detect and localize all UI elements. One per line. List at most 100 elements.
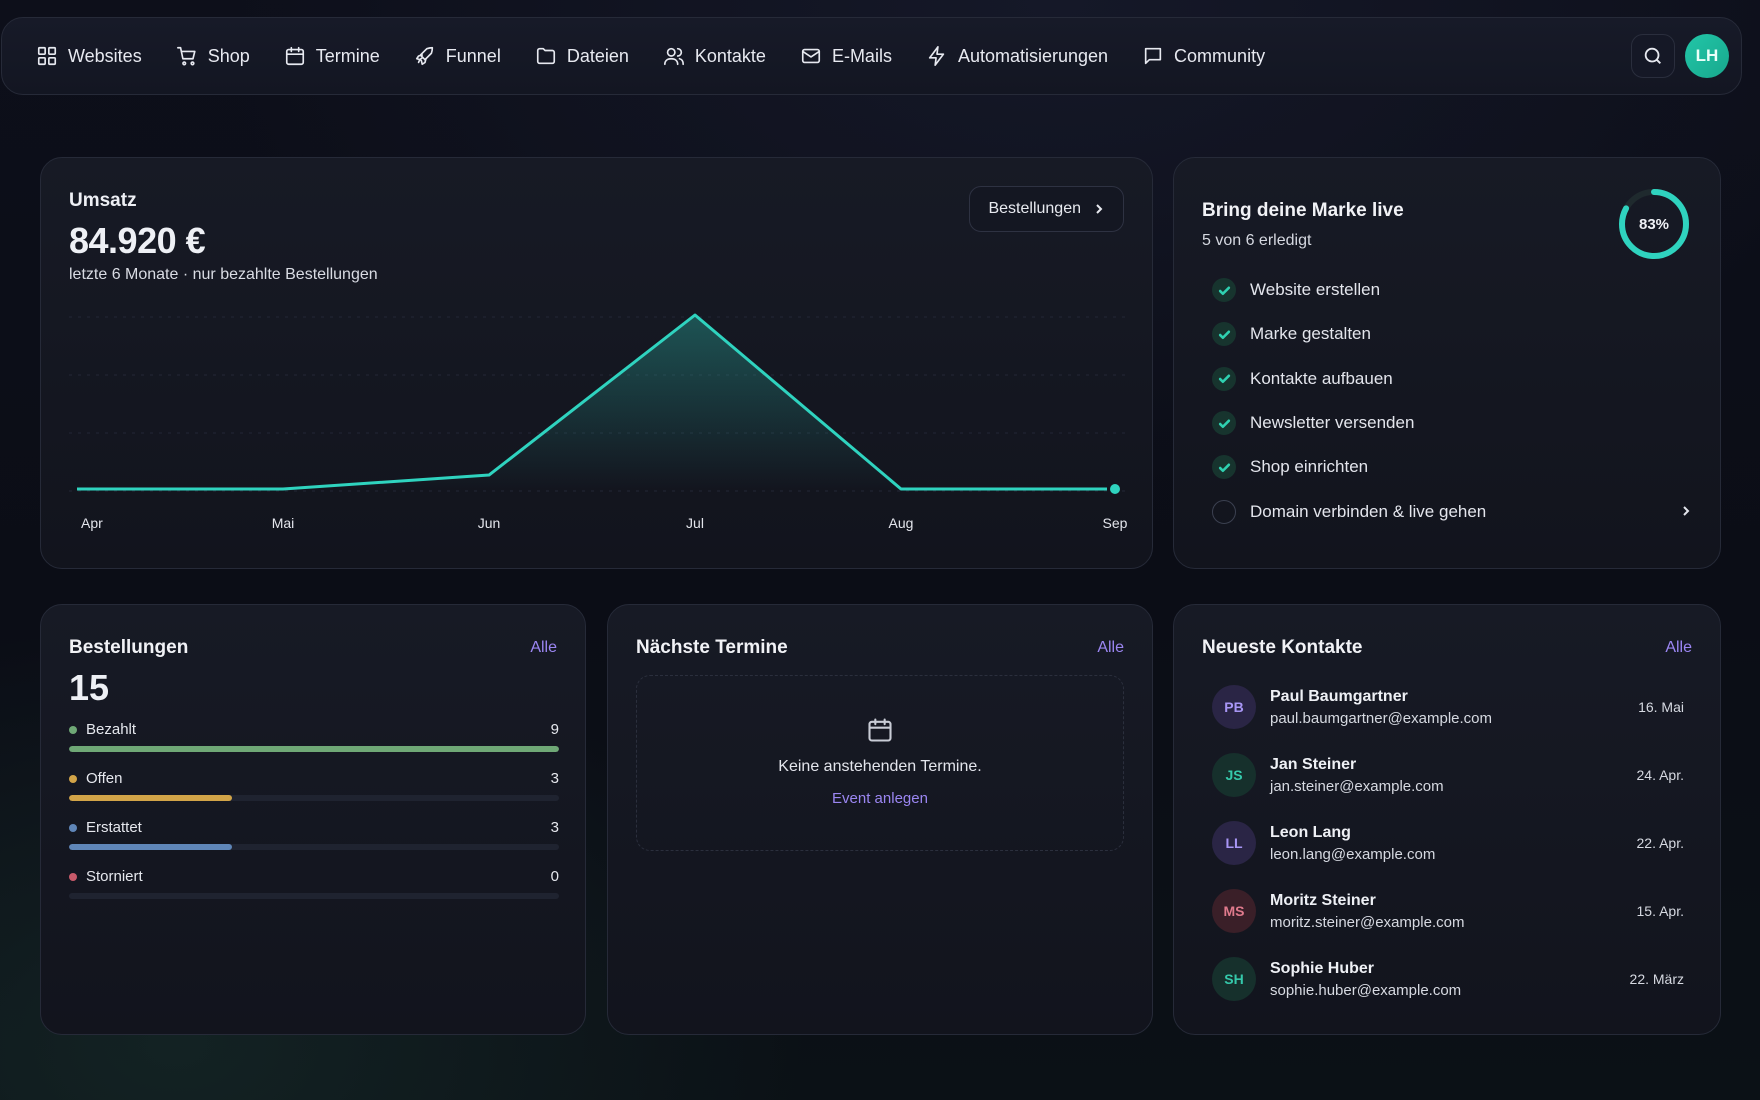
user-avatar[interactable]: LH [1685, 34, 1729, 78]
progress-ring [1619, 189, 1689, 259]
status-dot [69, 725, 77, 734]
rocket-icon [415, 46, 433, 66]
avatar: SH [1212, 957, 1256, 1001]
nav-item-funnel[interactable]: Funnel [414, 45, 501, 67]
x-tick-label: Jun [478, 515, 501, 531]
contact-row[interactable]: JS Jan Steiner jan.steiner@example.com 2… [1212, 741, 1684, 809]
appointments-empty-state: Keine anstehenden Termine. Event anlegen [636, 675, 1124, 851]
onboarding-task[interactable]: Kontakte aufbauen [1212, 357, 1692, 401]
status-count: 0 [550, 868, 559, 885]
order-status-row: Storniert 0 [69, 868, 559, 917]
order-status-list: Bezahlt 9 Offen 3 Erstattet 3 Storniert … [69, 721, 559, 917]
mail-icon [801, 48, 821, 64]
status-dot [69, 774, 77, 783]
check-icon [1212, 278, 1236, 303]
avatar: PB [1212, 685, 1256, 729]
status-label: Storniert [86, 868, 143, 885]
contact-date: 24. Apr. [1636, 767, 1684, 783]
onboarding-task[interactable]: Domain verbinden & live gehen [1212, 489, 1692, 533]
status-count: 9 [550, 721, 559, 738]
x-tick-label: Mai [272, 515, 295, 531]
progress-percent: 83% [1638, 215, 1670, 233]
contact-name: Jan Steiner [1270, 755, 1357, 773]
contact-row[interactable]: LL Leon Lang leon.lang@example.com 22. A… [1212, 809, 1684, 877]
bolt-icon [928, 46, 945, 66]
chevron-right-icon [1096, 204, 1103, 214]
nav-item-kontakte[interactable]: Kontakte [663, 45, 766, 67]
nav-item-dateien[interactable]: Dateien [535, 45, 629, 67]
onboarding-task[interactable]: Shop einrichten [1212, 445, 1692, 489]
nav-item-label: Funnel [445, 45, 501, 66]
nav-item-community[interactable]: Community [1142, 45, 1265, 67]
status-label: Offen [86, 770, 123, 787]
search-button[interactable] [1631, 34, 1675, 78]
contact-row[interactable]: PB Paul Baumgartner paul.baumgartner@exa… [1212, 673, 1684, 741]
contact-row[interactable]: SH Sophie Huber sophie.huber@example.com… [1212, 945, 1684, 1013]
revenue-amount: 84.920 € [69, 220, 206, 261]
contact-date: 22. März [1629, 971, 1684, 987]
onboarding-task[interactable]: Marke gestalten [1212, 312, 1692, 356]
contact-date: 16. Mai [1638, 699, 1684, 715]
check-icon [1212, 322, 1236, 347]
contacts-all-link[interactable]: Alle [1665, 639, 1692, 656]
appointments-title: Nächste Termine [636, 637, 788, 658]
contact-email: paul.baumgartner@example.com [1270, 709, 1493, 727]
avatar: JS [1212, 753, 1256, 797]
contact-info: Moritz Steiner moritz.steiner@example.co… [1270, 892, 1637, 931]
nav-item-e-mails[interactable]: E-Mails [800, 45, 892, 67]
chart-area [77, 315, 1107, 489]
revenue-subtitle: letzte 6 Monate · nur bezahlte Bestellun… [69, 266, 378, 283]
nav-item-label: E-Mails [831, 45, 892, 66]
order-status-row: Erstattet 3 [69, 819, 559, 868]
grid-icon [37, 46, 57, 66]
nav-item-termine[interactable]: Termine [284, 45, 380, 67]
status-bar-track [69, 844, 559, 850]
onboarding-card: Bring deine Marke live 5 von 6 erledigt … [1173, 157, 1721, 569]
appointments-card: Nächste Termine Alle Keine anstehenden T… [607, 604, 1153, 1035]
contact-name: Leon Lang [1270, 823, 1351, 841]
nav-item-label: Automatisierungen [957, 45, 1109, 66]
status-bar-fill [69, 844, 233, 850]
status-label: Erstattet [86, 819, 142, 836]
status-bar-fill [69, 795, 233, 801]
appointments-all-link[interactable]: Alle [1097, 639, 1124, 656]
avatar: MS [1212, 889, 1256, 933]
order-status-row: Offen 3 [69, 770, 559, 819]
status-count: 3 [550, 819, 559, 836]
contact-email: leon.lang@example.com [1270, 845, 1436, 863]
contact-info: Leon Lang leon.lang@example.com [1270, 824, 1637, 863]
avatar: LL [1212, 821, 1256, 865]
x-tick-label: Apr [81, 515, 103, 531]
orders-title: Bestellungen [69, 637, 189, 658]
onboarding-task[interactable]: Website erstellen [1212, 268, 1692, 312]
nav-item-websites[interactable]: Websites [36, 45, 142, 67]
orders-card: Bestellungen Alle 15 Bezahlt 9 Offen 3 E… [40, 604, 586, 1035]
orders-all-link[interactable]: Alle [530, 639, 557, 656]
contacts-title: Neueste Kontakte [1202, 637, 1363, 658]
orders-total: 15 [69, 667, 110, 708]
orders-button-label: Bestellungen [988, 200, 1081, 217]
order-status-row: Bezahlt 9 [69, 721, 559, 770]
task-label: Marke gestalten [1250, 324, 1371, 344]
calendar-icon [285, 46, 304, 66]
contact-email: moritz.steiner@example.com [1270, 913, 1465, 931]
chart-last-point[interactable] [1110, 484, 1120, 494]
chart-series-line [77, 313, 1107, 491]
status-count: 3 [550, 770, 559, 787]
contact-name: Sophie Huber [1270, 959, 1375, 977]
chevron-right-icon [1680, 502, 1692, 522]
nav-item-label: Community [1174, 45, 1266, 66]
revenue-label: Umsatz [69, 190, 137, 211]
create-event-link[interactable]: Event anlegen [832, 790, 928, 807]
contact-list: PB Paul Baumgartner paul.baumgartner@exa… [1212, 673, 1684, 1013]
nav-item-shop[interactable]: Shop [176, 45, 250, 67]
contact-info: Sophie Huber sophie.huber@example.com [1270, 960, 1630, 999]
contact-info: Jan Steiner jan.steiner@example.com [1270, 756, 1637, 795]
status-bar-track [69, 795, 559, 801]
onboarding-task[interactable]: Newsletter versenden [1212, 401, 1692, 445]
contact-row[interactable]: MS Moritz Steiner moritz.steiner@example… [1212, 877, 1684, 945]
nav-item-automatisierungen[interactable]: Automatisierungen [926, 45, 1108, 67]
contact-name: Paul Baumgartner [1270, 687, 1408, 705]
task-label: Website erstellen [1250, 280, 1381, 300]
orders-button[interactable]: Bestellungen [969, 186, 1124, 232]
